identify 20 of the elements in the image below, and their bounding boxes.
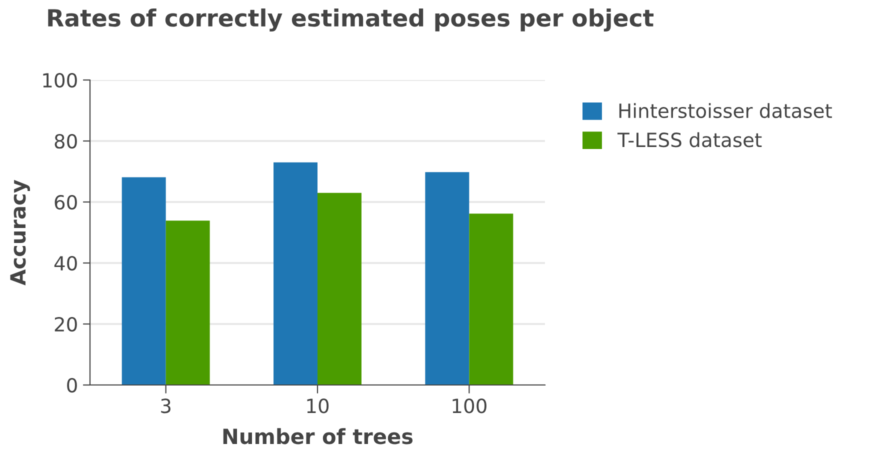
x-axis-title: Number of trees xyxy=(223,428,413,444)
x-tick-label: 100 xyxy=(452,398,486,414)
chart-title: Rates of correctly estimated poses per object xyxy=(48,8,654,32)
y-tick-label: 80 xyxy=(54,134,77,149)
y-tick-label: 60 xyxy=(54,194,77,210)
y-tick-label: 20 xyxy=(54,316,77,332)
y-tick-label: 100 xyxy=(43,72,77,88)
x-tick-label: 3 xyxy=(161,398,170,414)
y-tick-label: 40 xyxy=(54,256,77,271)
bar xyxy=(425,172,470,385)
y-axis-title: Accuracy xyxy=(10,180,30,286)
bar xyxy=(469,214,514,385)
bar xyxy=(274,162,318,385)
x-tick-label: 10 xyxy=(307,398,329,414)
legend-label: T-LESS dataset xyxy=(617,132,762,148)
bar xyxy=(318,192,362,385)
bar xyxy=(166,220,210,385)
bar xyxy=(122,177,166,385)
y-tick-label: 0 xyxy=(67,378,77,393)
legend-label: Hinterstoisser dataset xyxy=(619,103,832,118)
